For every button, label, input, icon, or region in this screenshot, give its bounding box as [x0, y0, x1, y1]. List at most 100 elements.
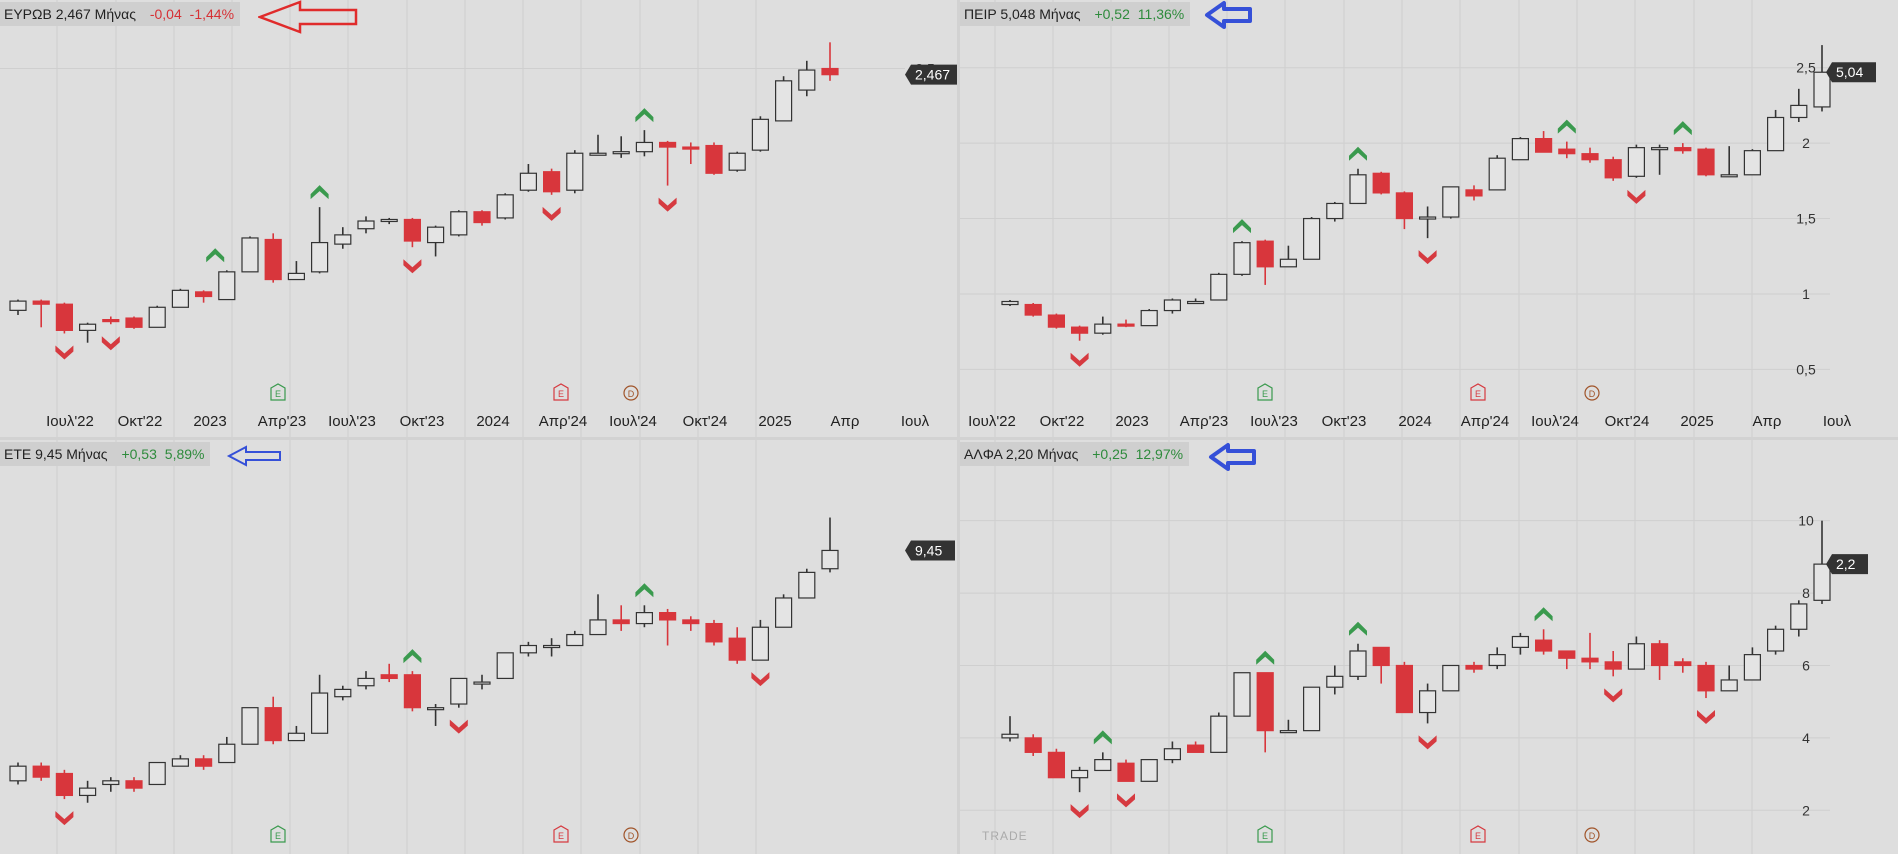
candlestick-chart-eyrob[interactable]: 2,5Ιουλ'22Οκτ'222023Απρ'23Ιουλ'23Οκτ'232…: [0, 0, 957, 437]
candle-up: [1094, 759, 1112, 772]
candle-up: [78, 323, 97, 331]
y-tick-label: 2: [1802, 802, 1810, 818]
legend-eyrob[interactable]: ΕΥΡΩΒ 2,467 Μήνας -0,04 -1,44%: [0, 2, 241, 26]
candle-up: [1001, 300, 1019, 306]
legend-period: Μήνας: [1039, 6, 1081, 22]
candlestick-chart-alfa[interactable]: 10 8 6 4 2 E E D 2,2: [960, 440, 1898, 854]
sell-signal-icon: [1627, 189, 1646, 204]
earnings-event-icon: [270, 383, 286, 401]
candlestick-chart-ete[interactable]: E E D 9,45: [0, 440, 957, 854]
buy-signal-icon: [1673, 121, 1692, 136]
y-tick-label: 2: [1802, 135, 1810, 151]
x-tick-label: 2024: [476, 413, 509, 430]
candle-up: [589, 152, 607, 156]
candle-up: [1511, 138, 1530, 161]
last-price-label: 9,45: [915, 542, 942, 558]
candle-down: [612, 619, 630, 625]
x-tick-label: Απρ'23: [1180, 413, 1228, 430]
event-label: D: [628, 831, 635, 841]
chart-panel-eyrob[interactable]: ΕΥΡΩΒ 2,467 Μήνας -0,04 -1,44% 2,5Ιουλ'2…: [0, 0, 957, 437]
candle-down: [125, 780, 143, 789]
candle-up: [9, 765, 27, 782]
x-tick-label: Ιουλ: [901, 413, 930, 430]
candle-up: [519, 644, 538, 654]
candle-up: [171, 289, 189, 308]
chart-panel-peir[interactable]: ΠΕΙΡ 5,048 Μήνας +0,52 11,36% 2,5 2 1,5 1 0,…: [960, 0, 1898, 437]
earnings-event-icon: [1470, 825, 1486, 843]
sell-signal-icon: [1418, 735, 1437, 750]
candle-down: [1604, 159, 1622, 179]
candle-down: [1117, 762, 1135, 782]
candle-down: [195, 758, 213, 767]
x-tick-label: Οκτ'22: [118, 413, 163, 430]
candle-up: [589, 619, 607, 636]
candle-down: [32, 300, 50, 305]
candle-up: [1326, 675, 1344, 688]
x-tick-label: Απρ'24: [1461, 413, 1509, 430]
candle-down: [1558, 650, 1576, 659]
chart-panel-alfa[interactable]: ΑΛΦΑ 2,20 Μήνας +0,25 12,97% 10 8 6 4 2 E E D 2,…: [960, 440, 1898, 854]
legend-peir[interactable]: ΠΕΙΡ 5,048 Μήνας +0,52 11,36%: [960, 2, 1191, 26]
last-price-tag: [905, 540, 955, 561]
candle-down: [403, 218, 421, 242]
buy-signal-icon: [1093, 730, 1112, 745]
x-tick-label: Οκτ'23: [400, 413, 445, 430]
candle-down: [55, 303, 74, 331]
event-label: D: [1589, 389, 1596, 399]
y-tick-label: 1,5: [1796, 211, 1816, 227]
dividend-event-icon: [623, 827, 639, 843]
candle-up: [1326, 202, 1344, 220]
buy-signal-icon: [635, 583, 654, 598]
candle-up: [542, 644, 561, 649]
sell-signal-icon: [751, 672, 770, 687]
candle-down: [1558, 148, 1576, 155]
x-tick-label: Απρ'23: [258, 413, 306, 430]
candlestick-chart-peir[interactable]: 2,5 2 1,5 1 0,5 Ιουλ'22 Οκτ'22 2023 Απρ'23 Ιουλ'2…: [960, 0, 1898, 437]
candle-down: [55, 772, 74, 797]
last-price-label: 2,467: [915, 67, 950, 83]
y-tick-label: 10: [1798, 513, 1814, 529]
legend-period: Μήνας: [66, 446, 108, 462]
earnings-event-icon: [1257, 825, 1273, 843]
earnings-event-icon: [553, 825, 569, 843]
legend-ete[interactable]: ΕΤΕ 9,45 Μήνας +0,53 5,89%: [0, 442, 211, 466]
candle-up: [311, 241, 329, 273]
candle-down: [1187, 744, 1205, 753]
candle-up: [1187, 300, 1205, 305]
sell-signal-icon: [1117, 793, 1135, 808]
event-label: D: [628, 389, 635, 399]
candle-down: [264, 707, 282, 742]
candle-up: [1303, 217, 1321, 260]
legend-period: Μήνας: [94, 6, 136, 22]
sell-signal-icon: [1070, 352, 1089, 367]
candle-up: [1163, 748, 1181, 761]
candle-up: [1790, 603, 1808, 630]
earnings-event-icon: [553, 383, 569, 401]
legend-alfa[interactable]: ΑΛΦΑ 2,20 Μήνας +0,25 12,97%: [960, 442, 1190, 466]
sell-signal-icon: [101, 336, 120, 351]
candle-down: [1256, 240, 1274, 268]
candle-up: [102, 780, 120, 786]
buy-signal-icon: [1233, 219, 1251, 234]
dividend-event-icon: [1584, 827, 1600, 843]
candle-down: [1581, 657, 1599, 663]
candle-down: [682, 619, 700, 625]
candle-down: [658, 612, 677, 621]
x-tick-label: Απρ: [831, 413, 860, 430]
chart-panel-ete[interactable]: ΕΤΕ 9,45 Μήνας +0,53 5,89% E E D 9,45: [0, 440, 957, 854]
candle-up: [1140, 309, 1158, 327]
earnings-event-icon: [270, 825, 286, 843]
candle-up: [1650, 147, 1669, 151]
x-tick-label: Απρ'24: [539, 413, 587, 430]
sell-signal-icon: [1604, 688, 1623, 703]
candle-down: [1024, 737, 1042, 753]
candle-down: [1650, 643, 1669, 667]
sell-signal-icon: [403, 259, 422, 274]
y-tick-label: 0,5: [1796, 361, 1816, 377]
candle-down: [542, 171, 561, 193]
buy-signal-icon: [1256, 650, 1275, 665]
candle-up: [1790, 104, 1808, 119]
candle-down: [1395, 192, 1413, 220]
candle-up: [427, 707, 445, 711]
candle-up: [357, 220, 375, 230]
